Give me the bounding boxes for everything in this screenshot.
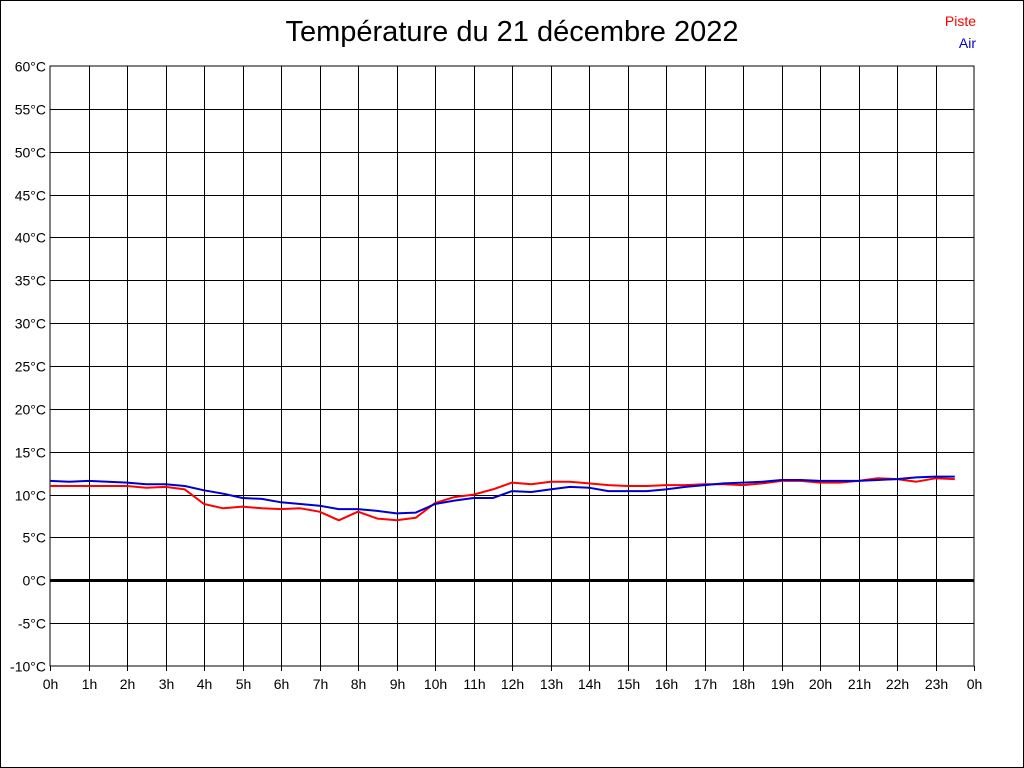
x-tick-label: 17h bbox=[694, 676, 717, 692]
x-tick-label: 1h bbox=[82, 676, 98, 692]
x-tick-label: 21h bbox=[848, 676, 871, 692]
y-tick-label: 50°C bbox=[15, 145, 46, 161]
x-tick-label: 6h bbox=[274, 676, 290, 692]
y-tick-label: 15°C bbox=[15, 445, 46, 461]
y-tick-label: 30°C bbox=[15, 316, 46, 332]
y-tick-label: 55°C bbox=[15, 102, 46, 118]
x-tick-label: 0h bbox=[967, 676, 983, 692]
x-tick-label: 3h bbox=[159, 676, 175, 692]
x-tick-label: 8h bbox=[351, 676, 367, 692]
x-tick-label: 0h bbox=[43, 676, 59, 692]
x-tick-label: 14h bbox=[578, 676, 601, 692]
x-tick-label: 9h bbox=[390, 676, 406, 692]
x-tick-label: 10h bbox=[424, 676, 447, 692]
x-tick-label: 5h bbox=[236, 676, 252, 692]
x-tick-label: 16h bbox=[655, 676, 678, 692]
y-tick-label: 25°C bbox=[15, 359, 46, 375]
y-tick-label: 60°C bbox=[15, 59, 46, 75]
y-tick-label: 10°C bbox=[15, 488, 46, 504]
x-tick-label: 22h bbox=[886, 676, 909, 692]
x-tick-label: 11h bbox=[463, 676, 485, 692]
x-tick-label: 23h bbox=[925, 676, 948, 692]
chart-title: Température du 21 décembre 2022 bbox=[285, 16, 739, 48]
y-tick-label: 45°C bbox=[15, 188, 46, 204]
x-tick-label: 7h bbox=[313, 676, 329, 692]
y-tick-label: 0°C bbox=[23, 573, 47, 589]
y-tick-label: -5°C bbox=[18, 616, 46, 632]
y-tick-label: -10°C bbox=[10, 659, 46, 675]
legend-piste: Piste bbox=[944, 13, 976, 29]
y-tick-label: 35°C bbox=[15, 273, 46, 289]
x-tick-label: 19h bbox=[771, 676, 794, 692]
x-tick-label: 18h bbox=[732, 676, 755, 692]
legend-air: Air bbox=[958, 35, 976, 51]
x-tick-label: 20h bbox=[809, 676, 832, 692]
x-tick-label: 4h bbox=[197, 676, 213, 692]
x-tick-label: 12h bbox=[501, 676, 524, 692]
x-tick-label: 15h bbox=[617, 676, 640, 692]
series-line-air bbox=[49, 475, 955, 515]
y-tick-label: 20°C bbox=[15, 402, 46, 418]
x-tick-label: 2h bbox=[120, 676, 136, 692]
y-tick-label: 40°C bbox=[15, 230, 46, 246]
series-line-piste bbox=[50, 477, 955, 522]
x-tick-label: 13h bbox=[540, 676, 563, 692]
y-tick-label: 5°C bbox=[23, 530, 47, 546]
